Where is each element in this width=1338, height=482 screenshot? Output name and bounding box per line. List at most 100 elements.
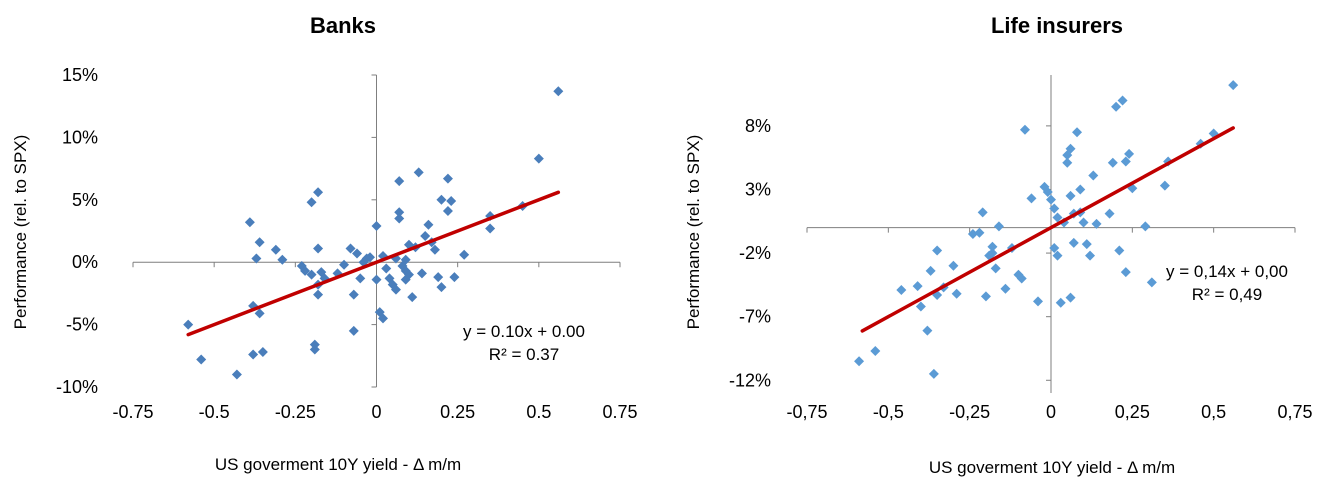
data-point <box>1107 157 1118 168</box>
data-point <box>394 176 405 187</box>
data-point <box>1120 267 1131 278</box>
data-point <box>1208 128 1219 139</box>
y-axis-label: Performance (rel. to SPX) <box>684 135 703 330</box>
data-point <box>951 288 962 299</box>
data-point <box>485 223 496 234</box>
data-point <box>1052 212 1063 223</box>
data-point <box>932 245 943 256</box>
data-point <box>1016 273 1027 284</box>
data-point <box>355 273 366 284</box>
data-point <box>420 230 431 241</box>
y-tick-label: -7% <box>739 307 771 327</box>
data-point <box>1065 143 1076 154</box>
data-point <box>251 253 262 264</box>
chart-life-insurers-svg: Life insurers US goverment 10Y yield - Δ… <box>684 13 1313 477</box>
data-point <box>390 284 401 295</box>
r-squared: R² = 0.37 <box>489 345 559 364</box>
data-point <box>381 263 392 274</box>
data-point <box>449 272 460 283</box>
y-tick-label: 8% <box>745 116 771 136</box>
data-point <box>1055 297 1066 308</box>
data-point <box>257 347 268 358</box>
data-point <box>429 244 440 255</box>
data-point <box>231 369 242 380</box>
data-point <box>948 260 959 271</box>
data-point <box>932 290 943 301</box>
chart-banks: Banks US goverment 10Y yield - Δ m/m Per… <box>11 13 638 474</box>
data-point <box>183 319 194 330</box>
data-point <box>1159 180 1170 191</box>
y-tick-label: 15% <box>62 65 98 85</box>
x-tick-label: 0.75 <box>602 402 637 422</box>
data-point <box>416 268 427 279</box>
data-point <box>1049 242 1060 253</box>
data-point <box>1111 101 1122 112</box>
data-point <box>977 207 988 218</box>
data-point <box>854 356 865 367</box>
data-point <box>352 248 363 259</box>
y-tick-label: -2% <box>739 243 771 263</box>
data-point <box>248 300 259 311</box>
data-point <box>407 292 418 303</box>
data-point <box>348 325 359 336</box>
x-tick-label: 0 <box>1046 402 1056 422</box>
data-point <box>1124 148 1135 159</box>
x-tick-label: 0,25 <box>1115 402 1150 422</box>
data-point <box>1000 283 1011 294</box>
data-point <box>533 153 544 164</box>
data-point <box>1019 124 1030 135</box>
x-tick-label: -0.75 <box>112 402 153 422</box>
data-point <box>1065 292 1076 303</box>
chart-life-insurers: Life insurers US goverment 10Y yield - Δ… <box>669 0 1338 482</box>
data-point <box>394 213 405 224</box>
trend-line <box>186 190 561 337</box>
data-point <box>433 272 444 283</box>
data-point <box>413 167 424 178</box>
data-point <box>993 221 1004 232</box>
x-tick-label: 0.5 <box>526 402 551 422</box>
data-point <box>987 248 998 259</box>
data-point <box>915 301 926 312</box>
data-point <box>277 254 288 265</box>
data-point <box>1228 80 1239 91</box>
x-axis-label: US goverment 10Y yield - Δ m/m <box>215 455 461 474</box>
trend-equation: y = 0.10x + 0.00 <box>463 322 585 341</box>
data-point <box>339 259 350 270</box>
data-point <box>248 349 259 360</box>
data-point <box>1075 184 1086 195</box>
data-point <box>1078 217 1089 228</box>
data-point <box>922 325 933 336</box>
x-tick-label: 0.25 <box>440 402 475 422</box>
data-point <box>348 289 359 300</box>
data-point <box>371 274 382 285</box>
data-point <box>196 354 207 365</box>
chart-banks-svg: Banks US goverment 10Y yield - Δ m/m Per… <box>11 13 638 474</box>
x-tick-label: 0 <box>371 402 381 422</box>
data-point <box>371 221 382 232</box>
data-point <box>306 197 317 208</box>
x-tick-label: -0,75 <box>786 402 827 422</box>
chart-title: Life insurers <box>991 13 1123 38</box>
data-point <box>1088 170 1099 181</box>
data-point <box>1026 193 1037 204</box>
data-point <box>309 344 320 355</box>
data-point <box>1039 181 1050 192</box>
y-tick-label: -5% <box>66 315 98 335</box>
data-point <box>403 269 414 280</box>
x-axis-label: US goverment 10Y yield - Δ m/m <box>929 458 1175 477</box>
data-point <box>1114 245 1125 256</box>
data-point <box>912 281 923 292</box>
data-point <box>313 187 324 198</box>
data-point <box>436 282 447 293</box>
data-point <box>987 241 998 252</box>
data-point <box>974 227 985 238</box>
data-point <box>1146 277 1157 288</box>
data-point <box>377 313 388 324</box>
data-point <box>1068 237 1079 248</box>
y-axis-label: Performance (rel. to SPX) <box>11 135 30 330</box>
y-tick-label: 5% <box>72 190 98 210</box>
data-point <box>1046 194 1056 205</box>
x-tick-label: -0.25 <box>275 402 316 422</box>
data-point <box>345 243 356 254</box>
r-squared: R² = 0,49 <box>1192 285 1262 304</box>
